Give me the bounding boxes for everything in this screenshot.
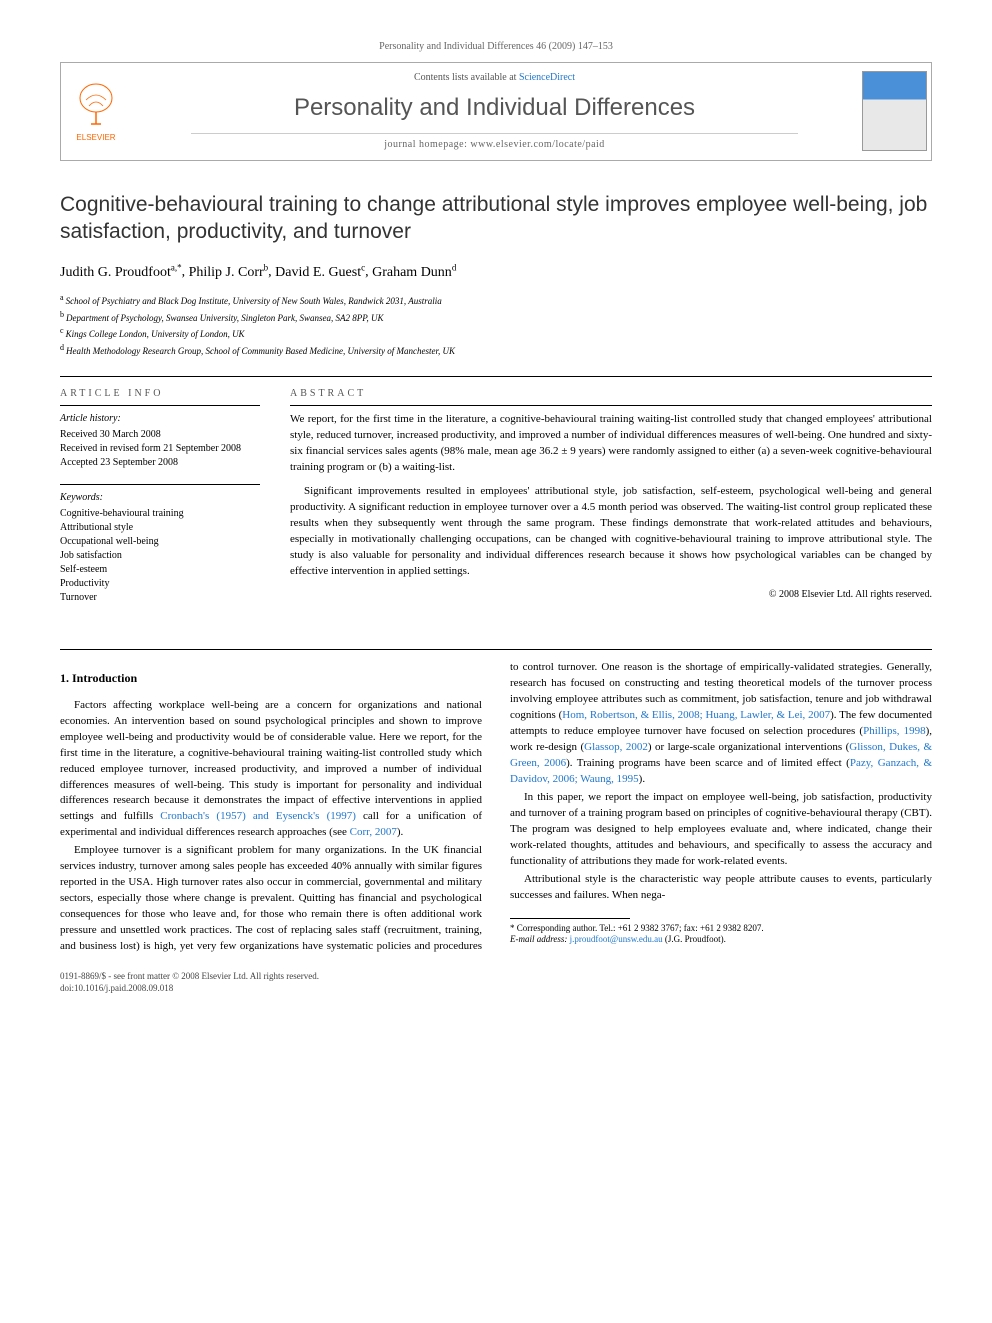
- issn-line: 0191-8869/$ - see front matter © 2008 El…: [60, 971, 932, 983]
- author: Graham Dunnd: [372, 265, 456, 280]
- article-history-block: Article history: Received 30 March 2008 …: [60, 412, 260, 470]
- abstract-rule: [290, 405, 932, 406]
- affiliation: cKings College London, University of Lon…: [60, 325, 932, 342]
- author-list: Judith G. Proudfoota,*, Philip J. Corrb,…: [60, 261, 932, 282]
- author: Judith G. Proudfoota,*: [60, 265, 182, 280]
- affiliation-list: aSchool of Psychiatry and Black Dog Inst…: [60, 292, 932, 358]
- keyword: Occupational well-being: [60, 535, 260, 549]
- section-rule: [60, 376, 932, 377]
- citation-link[interactable]: Phillips, 1998: [863, 725, 925, 737]
- info-rule: [60, 405, 260, 406]
- citation-link[interactable]: Hom, Robertson, & Ellis, 2008; Huang, La…: [562, 709, 830, 721]
- abstract-para: We report, for the first time in the lit…: [290, 412, 932, 476]
- author: David E. Guestc: [275, 265, 365, 280]
- keyword: Productivity: [60, 577, 260, 591]
- doi-line: doi:10.1016/j.paid.2008.09.018: [60, 983, 932, 995]
- body-para: In this paper, we report the impact on e…: [510, 790, 932, 870]
- corresponding-author-note: * Corresponding author. Tel.: +61 2 9382…: [510, 923, 932, 935]
- journal-reference: Personality and Individual Differences 4…: [60, 40, 932, 54]
- abstract-text: We report, for the first time in the lit…: [290, 412, 932, 579]
- header-center: Contents lists available at ScienceDirec…: [131, 63, 858, 160]
- info-abstract-row: ARTICLE INFO Article history: Received 3…: [60, 387, 932, 619]
- body-para: Factors affecting workplace well-being a…: [60, 698, 482, 841]
- contents-prefix: Contents lists available at: [414, 72, 519, 83]
- citation-link[interactable]: Corr, 2007: [350, 826, 397, 838]
- article-info-heading: ARTICLE INFO: [60, 387, 260, 401]
- keyword: Self-esteem: [60, 563, 260, 577]
- history-item: Received in revised form 21 September 20…: [60, 442, 260, 456]
- footnote-block: * Corresponding author. Tel.: +61 2 9382…: [510, 918, 932, 946]
- journal-name: Personality and Individual Differences: [131, 91, 858, 125]
- citation-link[interactable]: Cronbach's (1957) and Eysenck's (1997): [160, 810, 356, 822]
- section-rule: [60, 649, 932, 650]
- elsevier-brand-text: ELSEVIER: [76, 132, 115, 143]
- keywords-block: Keywords: Cognitive-behavioural training…: [60, 491, 260, 605]
- elsevier-tree-icon: [71, 80, 121, 130]
- body-text: 1. Introduction Factors affecting workpl…: [60, 660, 932, 954]
- footnote-rule: [510, 918, 630, 919]
- journal-cover-thumbnail[interactable]: [862, 71, 927, 151]
- email-line: E-mail address: j.proudfoot@unsw.edu.au …: [510, 934, 932, 946]
- affiliation: dHealth Methodology Research Group, Scho…: [60, 342, 932, 359]
- affiliation: bDepartment of Psychology, Swansea Unive…: [60, 309, 932, 326]
- issn-doi-block: 0191-8869/$ - see front matter © 2008 El…: [60, 971, 932, 994]
- header-divider: [191, 133, 798, 134]
- article-info-column: ARTICLE INFO Article history: Received 3…: [60, 387, 260, 619]
- keyword: Cognitive-behavioural training: [60, 507, 260, 521]
- history-item: Received 30 March 2008: [60, 428, 260, 442]
- abstract-para: Significant improvements resulted in emp…: [290, 484, 932, 580]
- elsevier-logo[interactable]: ELSEVIER: [61, 71, 131, 151]
- abstract-copyright: © 2008 Elsevier Ltd. All rights reserved…: [290, 588, 932, 602]
- info-rule: [60, 484, 260, 485]
- author: Philip J. Corrb: [189, 265, 269, 280]
- history-label: Article history:: [60, 412, 260, 426]
- contents-available-line: Contents lists available at ScienceDirec…: [131, 71, 858, 85]
- article-title: Cognitive-behavioural training to change…: [60, 191, 932, 246]
- abstract-column: ABSTRACT We report, for the first time i…: [290, 387, 932, 619]
- history-item: Accepted 23 September 2008: [60, 456, 260, 470]
- keyword: Job satisfaction: [60, 549, 260, 563]
- affiliation: aSchool of Psychiatry and Black Dog Inst…: [60, 292, 932, 309]
- section-heading: 1. Introduction: [60, 670, 482, 687]
- keyword: Turnover: [60, 591, 260, 605]
- abstract-heading: ABSTRACT: [290, 387, 932, 401]
- journal-homepage: journal homepage: www.elsevier.com/locat…: [131, 138, 858, 152]
- author-email-link[interactable]: j.proudfoot@unsw.edu.au: [570, 934, 663, 944]
- body-para: Attributional style is the characteristi…: [510, 872, 932, 904]
- citation-link[interactable]: Glassop, 2002: [584, 741, 648, 753]
- keyword: Attributional style: [60, 521, 260, 535]
- keywords-label: Keywords:: [60, 491, 260, 505]
- journal-header-bar: ELSEVIER Contents lists available at Sci…: [60, 62, 932, 161]
- sciencedirect-link[interactable]: ScienceDirect: [519, 72, 575, 83]
